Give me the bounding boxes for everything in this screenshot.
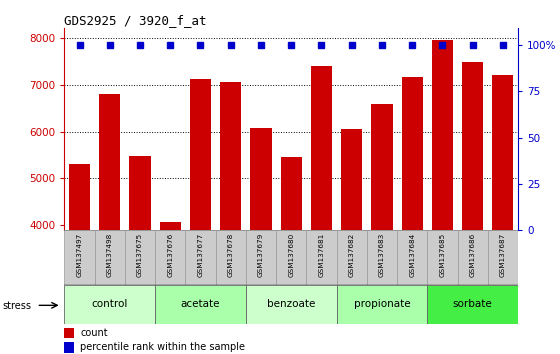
Text: count: count (80, 328, 108, 338)
Bar (337, 285, 427, 324)
Text: GSM137498: GSM137498 (107, 232, 113, 276)
Bar (155, 230, 185, 285)
Text: GSM137679: GSM137679 (258, 232, 264, 276)
Bar (64, 230, 95, 285)
Text: GSM137497: GSM137497 (77, 232, 82, 276)
Text: GDS2925 / 3920_f_at: GDS2925 / 3920_f_at (64, 14, 207, 27)
Bar (155, 285, 246, 324)
Bar (246, 230, 276, 285)
Bar (492, 75, 514, 354)
Bar (64, 285, 155, 324)
Bar (220, 82, 241, 354)
Bar (371, 104, 393, 354)
Bar (216, 230, 246, 285)
Bar (427, 285, 518, 324)
Bar (337, 230, 367, 285)
Bar (95, 230, 125, 285)
Text: GSM137685: GSM137685 (440, 232, 445, 276)
Text: GSM137680: GSM137680 (288, 232, 294, 276)
Bar (432, 40, 453, 354)
Bar (64, 342, 74, 353)
Bar (402, 77, 423, 354)
Text: GSM137683: GSM137683 (379, 232, 385, 276)
Bar (276, 230, 306, 285)
Text: GSM137682: GSM137682 (349, 232, 354, 276)
Bar (69, 164, 90, 354)
Bar (462, 62, 483, 354)
Text: acetate: acetate (181, 299, 220, 309)
Bar (185, 230, 216, 285)
Bar (160, 222, 181, 354)
Bar (64, 328, 74, 338)
Text: GSM137684: GSM137684 (409, 232, 415, 276)
Text: GSM137686: GSM137686 (470, 232, 475, 276)
Bar (488, 230, 518, 285)
Text: GSM137687: GSM137687 (500, 232, 506, 276)
Text: percentile rank within the sample: percentile rank within the sample (80, 342, 245, 352)
Bar (250, 128, 272, 354)
Text: sorbate: sorbate (453, 299, 492, 309)
Bar (367, 230, 397, 285)
Bar (129, 156, 151, 354)
Bar (427, 230, 458, 285)
Bar (190, 79, 211, 354)
Bar (246, 285, 337, 324)
Bar (99, 94, 120, 354)
Text: GSM137681: GSM137681 (319, 232, 324, 276)
Bar (311, 66, 332, 354)
Text: GSM137678: GSM137678 (228, 232, 234, 276)
Text: GSM137677: GSM137677 (198, 232, 203, 276)
Bar (458, 230, 488, 285)
Text: control: control (92, 299, 128, 309)
Text: GSM137676: GSM137676 (167, 232, 173, 276)
Text: GSM137675: GSM137675 (137, 232, 143, 276)
Bar (306, 230, 337, 285)
Text: benzoate: benzoate (267, 299, 315, 309)
Bar (281, 158, 302, 354)
Bar (125, 230, 155, 285)
Text: propionate: propionate (353, 299, 410, 309)
Bar (341, 129, 362, 354)
Bar (397, 230, 427, 285)
Text: stress: stress (3, 301, 32, 311)
